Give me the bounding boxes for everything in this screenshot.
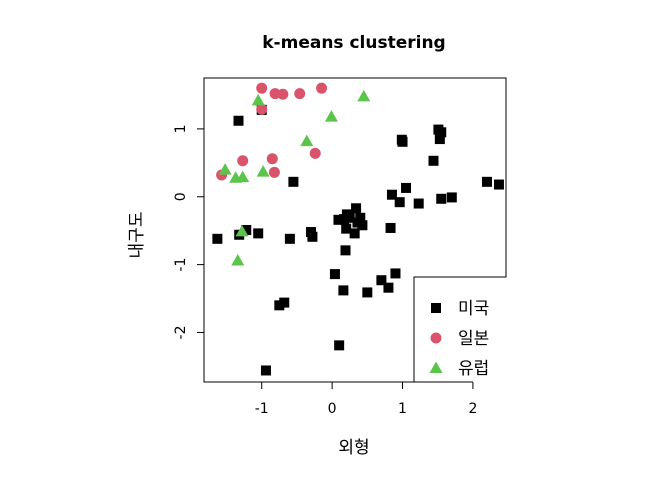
data-point <box>401 182 412 193</box>
data-point <box>349 228 360 239</box>
data-point <box>493 179 504 190</box>
data-point <box>294 88 306 100</box>
x-axis: -1 0 1 2 <box>255 381 477 417</box>
data-point <box>241 225 252 235</box>
data-point <box>446 192 457 203</box>
legend-label: 유럽 <box>458 359 489 379</box>
legend-marker <box>429 361 443 373</box>
data-point <box>434 134 445 145</box>
legend-marker <box>431 303 441 313</box>
data-point <box>231 254 245 266</box>
data-point <box>436 127 447 138</box>
data-point <box>357 89 371 102</box>
data-point <box>251 93 265 106</box>
data-point <box>355 212 366 223</box>
data-point <box>236 170 250 183</box>
data-point <box>397 136 408 147</box>
data-point <box>383 282 394 293</box>
data-point <box>288 176 299 187</box>
x-axis-label: 외형 <box>338 438 369 458</box>
legend-label: 미국 <box>458 299 489 319</box>
data-point <box>390 268 401 279</box>
data-point <box>277 88 289 100</box>
plot-frame <box>203 77 507 383</box>
data-point <box>340 245 351 256</box>
data-point <box>279 297 290 308</box>
data-point <box>344 212 355 223</box>
data-point <box>237 155 249 167</box>
data-point <box>481 176 492 187</box>
data-point <box>218 163 232 175</box>
data-point <box>256 165 270 177</box>
data-point <box>357 220 368 231</box>
y-tick-label: -1 <box>173 258 189 272</box>
data-point <box>324 110 338 122</box>
y-axis: -2 -1 0 1 <box>173 124 205 339</box>
data-point <box>333 214 344 225</box>
data-point <box>329 269 340 280</box>
data-point <box>428 155 439 166</box>
x-tick-label: 0 <box>328 401 337 417</box>
y-axis-label: 내구도 <box>127 212 147 259</box>
y-tick-label: 1 <box>173 124 189 133</box>
data-point <box>253 228 264 239</box>
data-point <box>362 287 373 298</box>
chart-title: k-means clustering <box>262 33 445 53</box>
data-point <box>316 82 328 94</box>
legend-label: 일본 <box>458 329 489 349</box>
data-point <box>385 222 396 233</box>
data-point <box>260 365 271 376</box>
data-point <box>266 153 278 165</box>
data-point <box>284 233 295 244</box>
y-tick-label: -2 <box>173 325 189 339</box>
data-point <box>394 197 405 208</box>
x-tick-label: 2 <box>468 401 477 417</box>
data-point <box>307 231 318 242</box>
data-points <box>212 82 504 376</box>
legend-marker <box>430 332 442 344</box>
x-tick-label: -1 <box>255 401 269 417</box>
data-point <box>338 285 349 296</box>
data-point <box>351 203 362 214</box>
data-point <box>212 233 223 244</box>
data-point <box>386 189 397 200</box>
data-point <box>376 275 387 286</box>
data-point <box>235 224 249 237</box>
data-point <box>309 147 321 159</box>
data-point <box>268 166 280 178</box>
data-point <box>256 103 268 115</box>
data-point <box>300 134 314 147</box>
data-point <box>256 82 268 94</box>
data-point <box>413 198 424 209</box>
data-point <box>341 223 352 234</box>
x-tick-label: 1 <box>398 401 407 417</box>
data-point <box>233 115 244 126</box>
data-point <box>334 340 345 351</box>
y-tick-label: 0 <box>173 192 189 201</box>
data-point <box>436 193 447 204</box>
